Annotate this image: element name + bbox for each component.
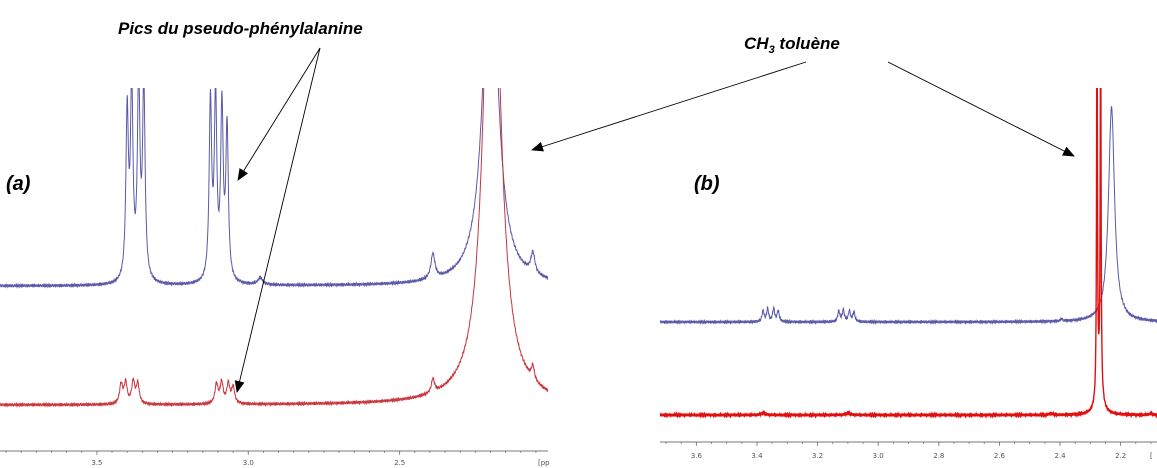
pseudo-phe-annotation: Pics du pseudo-phénylalanine (118, 19, 363, 38)
toluene-annotation-suffix: toluène (775, 34, 840, 53)
panel-b-red-spectrum (660, 88, 1157, 419)
arrow-toluene-b (887, 61, 1075, 157)
panel-b-spectrum: 3.6 3.4 3.2 3.0 2.8 2.6 2.4 2.2 [ (b) (660, 88, 1157, 460)
panel-a-ticks: 3.5 3.0 2.5 (5, 451, 537, 467)
tick-label: 3.5 (91, 459, 102, 467)
tick-label: 3.2 (812, 452, 823, 460)
tick-label: 3.6 (691, 452, 703, 460)
panel-a-red-spectrum (0, 88, 548, 409)
panel-b-label: (b) (694, 173, 720, 195)
tick-label: 2.5 (394, 459, 405, 467)
panel-a-label: (a) (6, 173, 31, 195)
panel-b-unit-label: [ (1150, 452, 1153, 460)
tick-label: 2.6 (994, 452, 1006, 460)
tick-label: 2.4 (1054, 452, 1066, 460)
toluene-annotation-subscript: 3 (769, 44, 775, 56)
arrow-pseudo-phe-a-blue (237, 47, 321, 181)
tick-label: 3.4 (751, 452, 763, 460)
toluene-annotation: CH3 toluène (744, 34, 840, 56)
panel-a-unit-label: [pp (538, 459, 550, 467)
panel-a-spectrum: 3.5 3.0 2.5 [pp (a) (0, 88, 550, 467)
tick-label: 3.0 (243, 459, 254, 467)
toluene-annotation-prefix: CH (744, 34, 769, 53)
arrow-pseudo-phe-a-red (234, 47, 321, 393)
tick-label: 3.0 (873, 452, 884, 460)
panel-b-blue-spectrum (660, 106, 1157, 325)
tick-label: 2.2 (1115, 452, 1126, 460)
tick-label: 2.8 (933, 452, 944, 460)
arrow-toluene-a (531, 61, 807, 152)
panel-a-blue-spectrum (0, 88, 548, 290)
panel-b-ticks: 3.6 3.4 3.2 3.0 2.8 2.6 2.4 2.2 (665, 442, 1152, 460)
